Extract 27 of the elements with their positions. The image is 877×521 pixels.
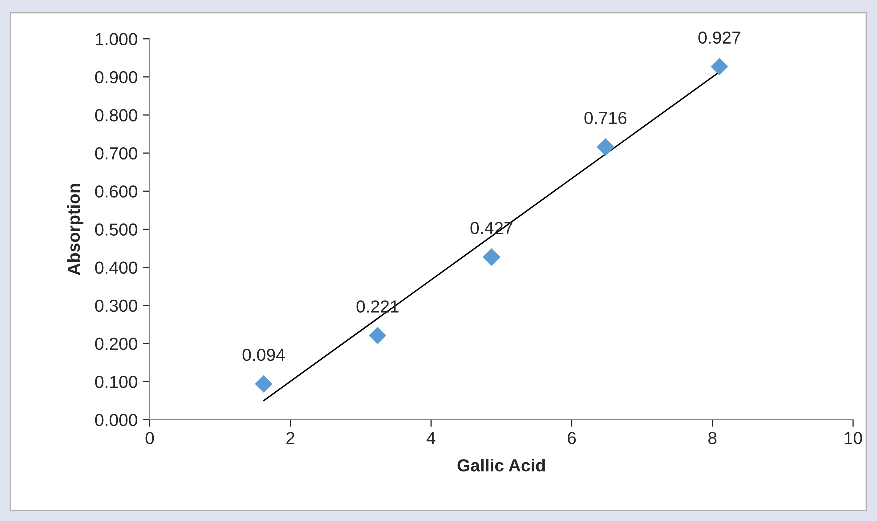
- data-label: 0.927: [698, 32, 741, 44]
- x-tick-label: 2: [286, 432, 295, 444]
- y-tick-label: 0.900: [95, 71, 138, 84]
- y-tick-label: 0.400: [95, 262, 138, 274]
- y-tick-label: 0.500: [95, 224, 138, 236]
- y-tick-label: 0.700: [95, 148, 138, 160]
- x-tick-label: 8: [708, 432, 717, 444]
- y-tick-label: 0.200: [95, 338, 138, 350]
- point: [596, 138, 615, 156]
- y-tick-label: 0.300: [95, 300, 138, 312]
- y-tick-label: 1.000: [96, 33, 138, 46]
- y-tick-label: 0.800: [95, 109, 138, 122]
- y-tick-label: 0.000: [95, 414, 138, 426]
- y-axis-title: Absorption: [67, 184, 84, 276]
- y-tick-label: 0.600: [95, 186, 138, 198]
- point: [369, 326, 387, 345]
- x-tick-label: 0: [146, 432, 154, 444]
- x-tick-label: 4: [426, 432, 436, 444]
- data-label: 0.094: [242, 348, 286, 362]
- x-tick-label: 6: [568, 432, 576, 444]
- point: [483, 248, 501, 266]
- x-axis-title: Gallic Acid: [458, 459, 546, 472]
- point: [255, 375, 273, 393]
- data-label: 0.716: [584, 112, 627, 124]
- y-tick-label: 0.100: [95, 376, 138, 388]
- x-tick-label: 10: [844, 432, 862, 444]
- point: [710, 58, 728, 76]
